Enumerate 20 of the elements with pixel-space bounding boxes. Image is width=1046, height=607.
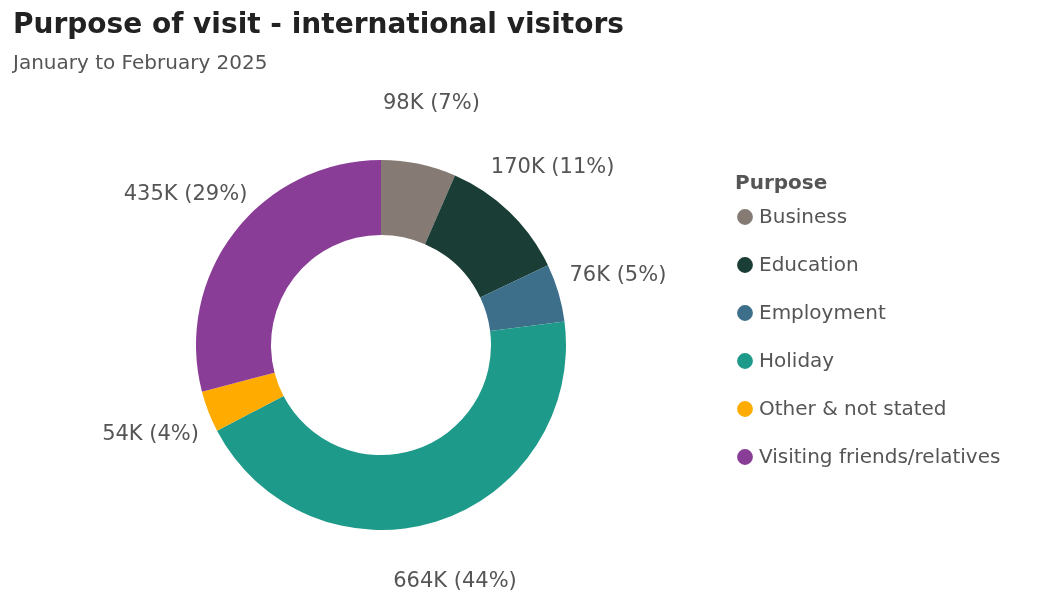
data-label: 76K (5%): [569, 262, 667, 287]
data-label: 170K (11%): [490, 154, 615, 179]
donut-slice: [201, 372, 284, 431]
data-label: 664K (44%): [393, 567, 517, 592]
donut-slice: [424, 175, 548, 298]
data-label: 435K (29%): [123, 180, 248, 205]
data-label: 98K (7%): [383, 90, 480, 115]
legend-label: Business: [759, 204, 848, 228]
legend-label: Holiday: [759, 348, 835, 372]
donut-slice: [480, 265, 565, 332]
legend-label: Visiting friends/relatives: [759, 444, 1001, 468]
chart-title: Purpose of visit - international visitors: [13, 7, 624, 40]
chart-subtitle: January to February 2025: [11, 50, 268, 74]
legend-label: Education: [759, 252, 859, 276]
legend-label: Employment: [759, 300, 886, 324]
legend-label: Other & not stated: [759, 396, 947, 420]
donut-slice: [217, 321, 566, 530]
donut-slice: [381, 160, 455, 245]
legend-title: Purpose: [735, 170, 828, 194]
data-label: 54K (4%): [102, 420, 199, 445]
